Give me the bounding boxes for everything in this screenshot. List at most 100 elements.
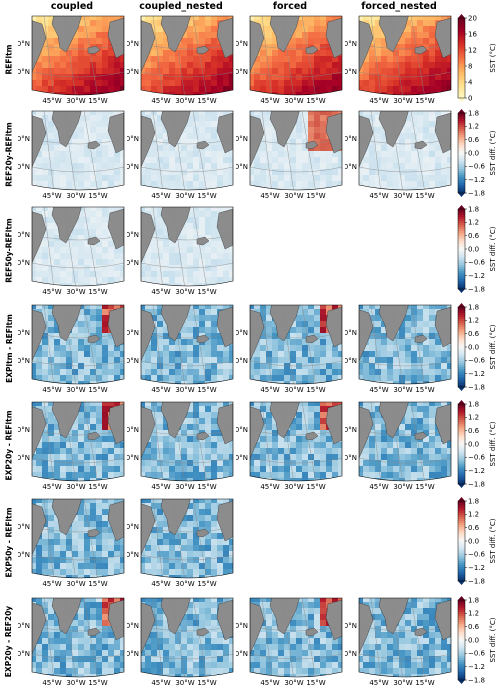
sst-cell xyxy=(211,247,218,254)
sst-cell xyxy=(296,187,303,190)
sst-cell xyxy=(290,345,297,352)
sst-cell xyxy=(193,375,200,382)
sst-cell xyxy=(363,181,370,188)
sst-cell xyxy=(423,339,430,346)
sst-cell xyxy=(296,121,303,128)
sst-cell xyxy=(48,121,55,128)
sst-cell xyxy=(320,315,327,322)
sst-cell xyxy=(102,545,109,552)
sst-cell xyxy=(393,50,400,57)
colorbar-extend-min xyxy=(458,193,465,197)
sst-cell xyxy=(145,363,152,370)
sst-cell xyxy=(141,271,146,278)
sst-cell xyxy=(250,187,255,190)
longitude-line xyxy=(390,111,404,190)
sst-cell xyxy=(338,62,342,69)
colorbar-segment xyxy=(458,269,465,272)
lat-label: 50°N xyxy=(18,357,30,365)
land-mass xyxy=(107,208,124,250)
sst-cell xyxy=(229,247,233,254)
sst-cell xyxy=(60,472,67,479)
sst-cell xyxy=(399,44,406,51)
sst-cell xyxy=(96,309,103,316)
sst-cell xyxy=(90,357,97,364)
sst-cell xyxy=(205,283,212,286)
sst-cell xyxy=(36,163,43,170)
sst-cell xyxy=(66,563,73,570)
sst-cell xyxy=(359,369,364,376)
longitude-line xyxy=(152,207,164,286)
sst-cell xyxy=(141,265,146,272)
sst-cell xyxy=(54,68,61,75)
colorbar-tick-label: −0.6 xyxy=(468,163,486,171)
sst-cell xyxy=(84,229,91,236)
sst-cell xyxy=(66,351,73,358)
sst-cell xyxy=(181,151,188,158)
colorbar-segment xyxy=(458,191,465,194)
sst-cell xyxy=(72,472,79,479)
sst-cell xyxy=(217,305,224,310)
sst-cell xyxy=(78,265,85,272)
sst-cell xyxy=(266,436,273,443)
sst-cell xyxy=(447,381,451,384)
sst-cell xyxy=(42,499,49,504)
sst-cell xyxy=(387,369,394,376)
sst-cell xyxy=(223,271,230,278)
sst-cell xyxy=(84,499,91,504)
sst-cell xyxy=(369,369,376,376)
colorbar-segment xyxy=(458,357,465,360)
sst-cell xyxy=(36,175,43,182)
sst-cell xyxy=(338,351,342,358)
lon-label: 15°W xyxy=(306,97,325,104)
sst-cell xyxy=(78,478,85,481)
lon-label: 15°W xyxy=(415,386,434,393)
sst-cell xyxy=(78,430,85,437)
colorbar-segment xyxy=(458,229,465,232)
sst-cell xyxy=(399,145,406,152)
sst-cell xyxy=(72,139,79,146)
sst-cell xyxy=(441,448,448,455)
land-mass xyxy=(305,334,319,344)
sst-cell xyxy=(223,92,230,95)
sst-cell xyxy=(66,357,73,364)
sst-cell xyxy=(199,247,206,254)
sst-cell xyxy=(326,157,333,164)
sst-cell xyxy=(60,241,67,248)
sst-cell xyxy=(211,472,218,479)
sst-cell xyxy=(90,92,97,95)
sst-cell xyxy=(96,26,103,33)
sst-cell xyxy=(211,207,218,212)
map-panel: 60°N50°N45°W30°W15°W xyxy=(18,109,126,199)
sst-cell xyxy=(151,345,158,352)
sst-cell xyxy=(411,424,418,431)
sst-cell xyxy=(72,277,79,284)
sst-cell xyxy=(187,50,194,57)
sst-cell xyxy=(108,50,115,57)
sst-cell xyxy=(320,436,327,443)
sst-cell xyxy=(151,442,158,449)
sst-cell xyxy=(260,121,267,128)
sst-cell xyxy=(169,151,176,158)
sst-cell xyxy=(199,363,206,370)
sst-cell xyxy=(260,74,267,81)
sst-cell xyxy=(405,442,412,449)
sst-cell xyxy=(399,333,406,340)
sst-cell xyxy=(405,68,412,75)
sst-cell xyxy=(369,145,376,152)
sst-cell xyxy=(260,363,267,370)
sst-cell xyxy=(435,44,442,51)
colorbar-segment xyxy=(458,456,465,459)
sst-cell xyxy=(381,32,388,39)
sst-cell xyxy=(36,545,43,552)
sst-cell xyxy=(417,369,424,376)
lat-label: 60°N xyxy=(127,231,139,239)
colorbar-segment xyxy=(458,287,465,290)
sst-cell xyxy=(181,321,188,328)
sst-cell xyxy=(284,86,291,93)
sst-cell xyxy=(387,145,394,152)
sst-cell xyxy=(169,259,176,266)
sst-cell xyxy=(48,32,55,39)
sst-cell xyxy=(163,424,170,431)
sst-cell xyxy=(272,80,279,87)
sst-cell xyxy=(90,169,97,176)
